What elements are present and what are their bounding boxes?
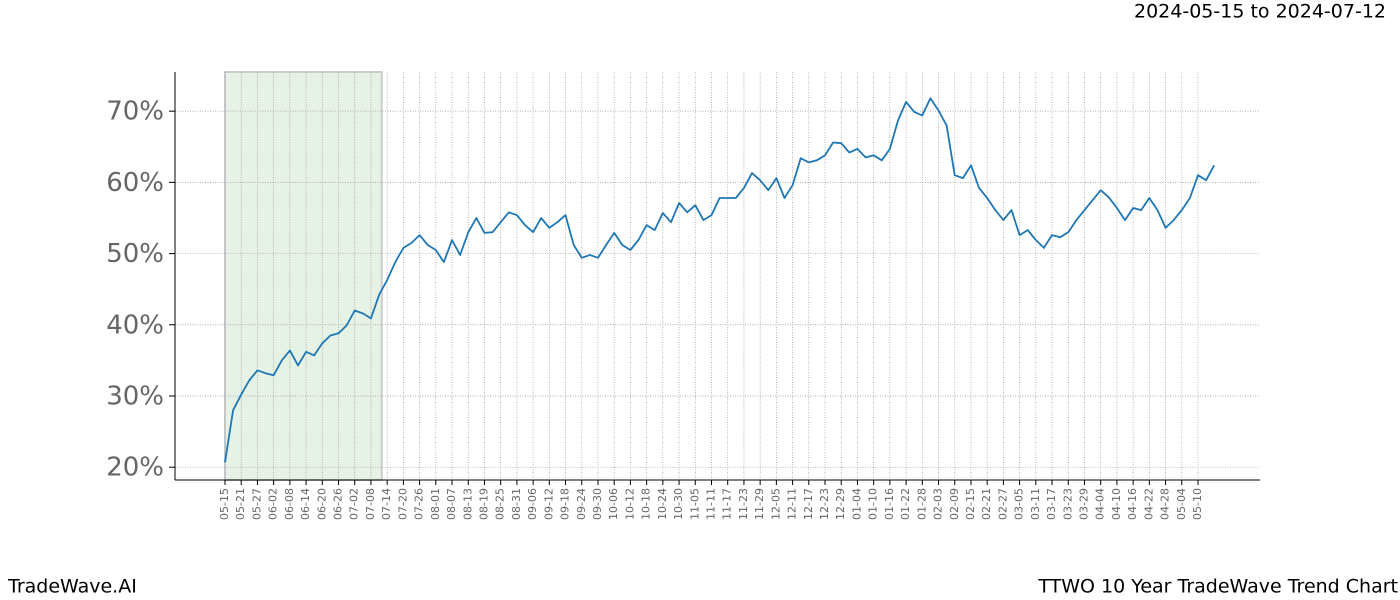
x-tick-label: 01-04 (850, 488, 863, 520)
x-tick-label: 10-12 (623, 488, 636, 520)
x-tick-label: 05-27 (250, 488, 263, 520)
x-tick-label: 04-28 (1159, 488, 1172, 520)
x-tick-label: 04-16 (1126, 488, 1139, 520)
x-tick-label: 05-04 (1175, 488, 1188, 520)
x-tick-label: 03-05 (1013, 488, 1026, 520)
x-tick-label: 10-06 (607, 488, 620, 520)
x-tick-label: 01-10 (867, 488, 880, 520)
x-tick-label: 06-08 (283, 488, 296, 520)
x-tick-label: 05-15 (218, 488, 231, 520)
x-tick-label: 02-03 (932, 488, 945, 520)
x-tick-label: 08-13 (461, 488, 474, 520)
x-tick-label: 12-17 (802, 488, 815, 520)
x-tick-label: 02-15 (964, 488, 977, 520)
x-tick-label: 06-26 (332, 488, 345, 520)
y-tick-label: 20% (106, 453, 164, 483)
x-tick-label: 09-12 (542, 488, 555, 520)
x-tick-label: 02-21 (980, 488, 993, 520)
x-tick-label: 08-07 (445, 488, 458, 520)
x-tick-label: 11-11 (705, 488, 718, 520)
x-tick-label: 12-23 (818, 488, 831, 520)
x-tick-label: 01-16 (883, 488, 896, 520)
x-tick-label: 07-20 (396, 488, 409, 520)
x-tick-label: 06-14 (299, 488, 312, 520)
x-tick-label: 10-18 (640, 488, 653, 520)
x-tick-label: 09-18 (559, 488, 572, 520)
y-tick-label: 50% (106, 239, 164, 269)
x-tick-label: 10-24 (656, 488, 669, 520)
x-tick-label: 03-11 (1029, 488, 1042, 520)
x-tick-label: 11-05 (688, 488, 701, 520)
x-tick-label: 11-29 (753, 488, 766, 520)
x-tick-label: 09-30 (591, 488, 604, 520)
chart-subtitle: 2024-05-15 to 2024-07-12 (1134, 1, 1386, 23)
x-tick-label: 03-29 (1077, 488, 1090, 520)
y-tick-label: 40% (106, 310, 164, 340)
x-tick-label: 05-10 (1191, 488, 1204, 520)
x-tick-label: 11-17 (721, 488, 734, 520)
chart-title: TTWO 10 Year TradeWave Trend Chart (1037, 576, 1398, 598)
y-tick-label: 70% (106, 97, 164, 127)
x-tick-label: 09-24 (575, 488, 588, 520)
x-tick-label: 12-11 (786, 488, 799, 520)
x-tick-label: 08-25 (494, 488, 507, 520)
x-tick-label: 01-28 (915, 488, 928, 520)
x-tick-label: 03-17 (1045, 488, 1058, 520)
x-tick-label: 07-14 (380, 488, 393, 520)
x-tick-label: 02-09 (948, 488, 961, 520)
x-tick-label: 12-05 (769, 488, 782, 520)
x-tick-label: 07-26 (413, 488, 426, 520)
y-tick-label: 30% (106, 381, 164, 411)
highlight-span (224, 71, 383, 481)
x-tick-label: 04-10 (1110, 488, 1123, 520)
x-tick-label: 12-29 (834, 488, 847, 520)
x-tick-label: 01-22 (899, 488, 912, 520)
x-tick-label: 08-31 (510, 488, 523, 520)
x-tick-label: 05-21 (234, 488, 247, 520)
x-tick-label: 09-06 (526, 488, 539, 520)
x-tick-label: 08-19 (477, 488, 490, 520)
y-tick-label: 60% (106, 168, 164, 198)
x-tick-label: 07-08 (364, 488, 377, 520)
x-tick-label: 08-01 (429, 488, 442, 520)
x-tick-label: 07-02 (348, 488, 361, 520)
x-tick-label: 04-22 (1142, 488, 1155, 520)
x-tick-label: 04-04 (1094, 488, 1107, 520)
x-tick-label: 02-27 (996, 488, 1009, 520)
x-tick-label: 03-23 (1061, 488, 1074, 520)
watermark: TradeWave.AI (7, 576, 137, 598)
x-tick-label: 10-30 (672, 488, 685, 520)
x-tick-label: 06-20 (315, 488, 328, 520)
x-tick-label: 06-02 (267, 488, 280, 520)
trend-line (224, 97, 1215, 463)
x-tick-label: 11-23 (737, 488, 750, 520)
